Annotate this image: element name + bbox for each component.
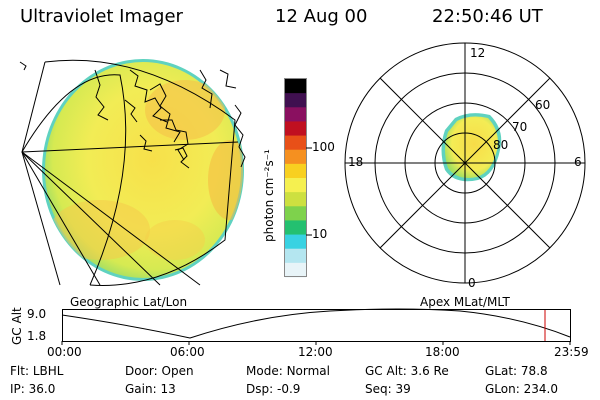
- mlat-label-70: 70: [512, 120, 528, 134]
- polar-plot: [344, 42, 586, 284]
- info-seq: Seq: 39: [365, 382, 411, 396]
- colorbar-tick-100: 100: [312, 140, 335, 154]
- mlt-label-12: 12: [470, 46, 486, 60]
- colorbar-band: [285, 192, 306, 207]
- info-door: Door: Open: [125, 364, 194, 378]
- geographic-image: [19, 59, 246, 286]
- mlt-label-0: 0: [468, 276, 476, 290]
- colorbar-band: [285, 248, 306, 264]
- mlt-label-18: 18: [348, 155, 364, 169]
- coastline-outlines: [19, 61, 246, 169]
- instrument-title: Ultraviolet Imager: [20, 6, 183, 27]
- info-gain: Gain: 13: [125, 382, 176, 396]
- colorbar-band: [285, 206, 306, 221]
- altitude-tick-1-8: 1.8: [27, 329, 47, 343]
- geographic-caption: Geographic Lat/Lon: [70, 295, 188, 309]
- time-label: 22:50:46 UT: [432, 6, 543, 27]
- altitude-plot-frame: [62, 309, 571, 342]
- x-tick-0600: 06:00: [170, 345, 205, 359]
- x-tick-1200: 12:00: [298, 345, 333, 359]
- info-flt: Flt: LBHL: [10, 364, 64, 378]
- date-label: 12 Aug 00: [275, 6, 368, 27]
- altitude-tick-9: 9.0: [27, 307, 47, 321]
- colorbar-band: [285, 79, 306, 94]
- colorbar-band: [285, 107, 306, 122]
- mlat-label-80: 80: [493, 138, 509, 152]
- info-mode: Mode: Normal: [246, 364, 330, 378]
- info-ip: IP: 36.0: [10, 382, 56, 396]
- info-glat: GLat: 78.8: [485, 364, 548, 378]
- x-tick-2359: 23:59: [554, 345, 589, 359]
- altitude-curve: [61, 308, 571, 339]
- info-glon: GLon: 234.0: [485, 382, 558, 396]
- colorbar-band: [285, 234, 306, 250]
- colorbar-band: [285, 149, 306, 165]
- info-dsp: Dsp: -0.9: [246, 382, 301, 396]
- altitude-y-label: GC Alt: [10, 307, 24, 345]
- colorbar-band: [285, 178, 306, 193]
- colorbar-band: [285, 135, 306, 151]
- colorbar-band: [285, 220, 306, 236]
- colorbar: [284, 78, 312, 278]
- colorbar-tick-10: 10: [312, 227, 328, 241]
- mlt-label-6: 6: [574, 155, 582, 169]
- colorbar-band: [285, 121, 306, 137]
- altitude-plot: [61, 308, 571, 345]
- geographic-grid-lines: [21, 59, 239, 286]
- mlat-label-60: 60: [535, 98, 551, 112]
- colorbar-band: [285, 93, 306, 108]
- apex-caption: Apex MLat/MLT: [420, 295, 510, 309]
- x-tick-1800: 18:00: [425, 345, 460, 359]
- colorbar-band: [285, 163, 306, 179]
- x-tick-0000: 00:00: [47, 345, 82, 359]
- colorbar-band: [285, 262, 306, 278]
- info-gc-alt: GC Alt: 3.6 Re: [365, 364, 449, 378]
